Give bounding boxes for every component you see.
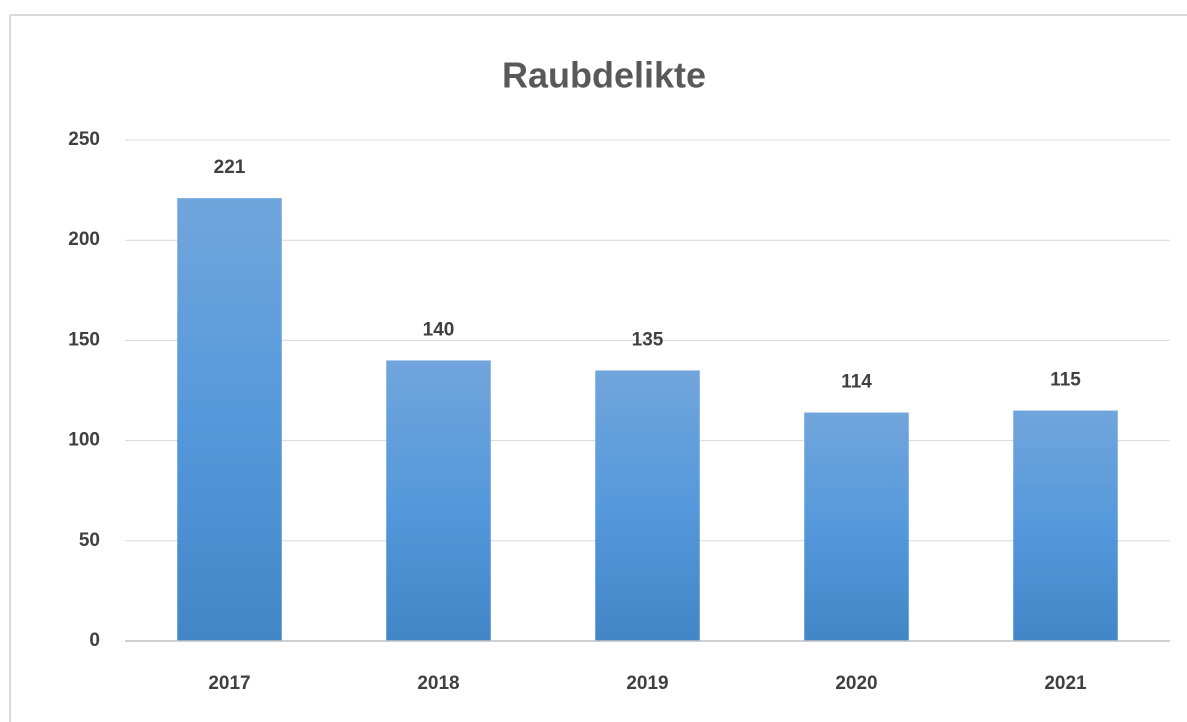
y-tick-label: 100 (68, 430, 100, 451)
bar (177, 198, 282, 641)
bar (804, 412, 909, 641)
data-label: 135 (632, 329, 664, 350)
y-tick-label: 50 (79, 530, 100, 551)
x-tick-label: 2021 (1044, 673, 1087, 694)
x-tick-label: 2018 (417, 673, 459, 694)
y-tick-label: 250 (68, 129, 100, 150)
x-tick-label: 2020 (835, 673, 877, 694)
y-tick-label: 150 (68, 329, 100, 350)
chart-title: Raubdelikte (502, 55, 706, 96)
bar (1013, 410, 1118, 641)
data-label: 140 (423, 319, 455, 340)
x-tick-label: 2017 (208, 673, 250, 694)
data-label: 114 (841, 372, 872, 393)
bar (386, 360, 491, 641)
y-tick-label: 0 (89, 630, 100, 651)
bar (595, 370, 700, 641)
y-tick-label: 200 (68, 229, 100, 250)
data-label: 115 (1050, 370, 1081, 391)
data-label: 221 (214, 157, 246, 178)
x-tick-label: 2019 (626, 673, 668, 694)
